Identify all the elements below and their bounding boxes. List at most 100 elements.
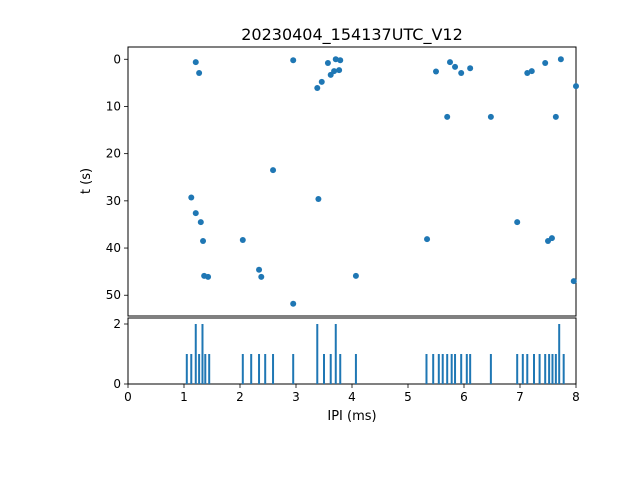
y-tick-label: 30: [106, 194, 121, 208]
scatter-point: [192, 59, 199, 66]
histogram-bar: [437, 354, 440, 384]
scatter-point: [548, 235, 555, 242]
scatter-plot: 0 10 20 30 40 50: [106, 46, 579, 317]
histogram-bar: [538, 354, 541, 384]
y-tick-label: 50: [106, 288, 121, 302]
scatter-point: [258, 273, 265, 280]
scatter-point: [433, 68, 439, 75]
chart-title: 20230404_154137UTC_V12: [241, 25, 463, 45]
histogram-bar: [292, 354, 295, 384]
histogram-bar: [190, 354, 193, 384]
histogram-bar: [339, 354, 342, 384]
histogram-bar: [554, 354, 557, 384]
scatter-point: [424, 236, 431, 243]
scatter-point: [315, 195, 322, 202]
histogram-bar: [208, 354, 211, 384]
scatter-point: [528, 68, 535, 75]
scatter-point: [332, 56, 339, 63]
histogram-bar: [526, 354, 529, 384]
histogram-bar: [432, 354, 435, 384]
histogram-plot: 0 2 0 1 2 3 4 5 6 7 8: [113, 317, 579, 404]
histogram-bar: [450, 354, 453, 384]
scatter-point: [324, 60, 331, 67]
histogram-bar: [329, 354, 332, 384]
histogram-bar: [551, 354, 554, 384]
histogram-bar: [323, 354, 325, 384]
scatter-point: [467, 65, 474, 72]
scatter-point: [524, 69, 531, 76]
scatter-point: [197, 219, 204, 226]
scatter-point: [570, 278, 577, 285]
scatter-axes-frame: [127, 46, 577, 317]
scatter-point: [239, 237, 246, 244]
scatter-point: [557, 56, 564, 63]
histogram-bar: [465, 354, 468, 384]
histogram-bar: [558, 324, 561, 384]
histogram-bar: [241, 354, 244, 384]
scatter-point: [352, 272, 359, 279]
histogram-bar: [548, 354, 551, 384]
scatter-point: [542, 60, 549, 67]
x-axis-label: IPI (ms): [327, 409, 376, 424]
x-tick-label: 6: [460, 390, 468, 404]
histogram-bar: [264, 354, 267, 384]
scatter-point: [188, 194, 195, 201]
y-tick-label: 40: [106, 241, 121, 255]
scatter-point: [331, 68, 338, 75]
x-tick-label: 5: [404, 390, 412, 404]
histogram-bar: [425, 354, 428, 384]
histogram-bar: [544, 354, 547, 384]
x-tick-label: 0: [124, 390, 132, 404]
histogram-bar: [194, 324, 197, 384]
y-tick-label: 0: [113, 377, 121, 391]
histogram-bar: [469, 354, 472, 384]
scatter-point: [196, 69, 203, 76]
histogram-bar: [334, 324, 337, 384]
histogram-bar: [521, 354, 524, 384]
scatter-point: [200, 237, 207, 244]
scatter-point: [514, 219, 521, 226]
x-tick-label: 2: [236, 390, 244, 404]
y-tick-label: 2: [113, 317, 121, 331]
scatter-point: [452, 63, 459, 70]
scatter-point: [337, 57, 344, 64]
x-tick-label: 7: [516, 390, 524, 404]
histogram-bar: [562, 354, 565, 384]
y-tick-label: 20: [106, 147, 121, 161]
scatter-point: [192, 210, 199, 217]
y-tick-label: 10: [106, 99, 121, 113]
histogram-bar: [258, 354, 261, 384]
histogram-bar: [201, 324, 204, 384]
histogram-bar: [454, 354, 457, 384]
scatter-point: [487, 113, 494, 120]
histogram-bar: [446, 354, 449, 384]
scatter-point: [447, 59, 453, 66]
scatter-point: [573, 83, 579, 90]
x-tick-label: 1: [180, 390, 188, 404]
scatter-point: [290, 57, 297, 64]
histogram-bar: [489, 354, 492, 384]
histogram-bar: [441, 354, 444, 384]
scatter-point: [270, 167, 277, 174]
histogram-bar: [354, 354, 357, 384]
scatter-point: [458, 69, 465, 76]
x-tick-label: 4: [348, 390, 356, 404]
x-tick-label: 8: [572, 390, 580, 404]
scatter-point: [205, 273, 212, 280]
histogram-bar: [460, 354, 463, 384]
histogram-bar: [198, 354, 201, 384]
x-tick-label: 3: [292, 390, 300, 404]
histogram-bar: [204, 354, 207, 384]
scatter-point: [552, 113, 559, 120]
scatter-point: [318, 78, 325, 85]
histogram-bar: [516, 354, 519, 384]
y-tick-label: 0: [113, 52, 121, 66]
histogram-bar: [272, 354, 275, 384]
histogram-bar: [250, 354, 253, 384]
histogram-bar: [185, 354, 188, 384]
scatter-point: [444, 113, 451, 120]
scatter-point: [336, 67, 343, 74]
histogram-bar: [316, 324, 319, 384]
